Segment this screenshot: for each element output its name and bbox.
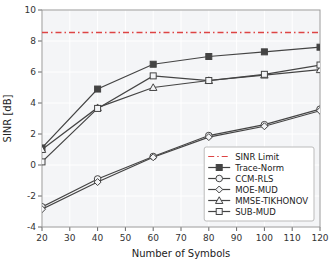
point (261, 71, 268, 78)
x-tick (153, 227, 154, 231)
legend-marker (216, 175, 223, 182)
x-tick (125, 227, 126, 231)
x-tick (208, 227, 209, 231)
x-tick (181, 227, 182, 231)
x-tick-label: 60 (147, 233, 159, 243)
y-tick-label: -4 (27, 222, 36, 232)
y-axis-label: SINR [dB] (2, 94, 13, 142)
grid (42, 10, 320, 227)
y-tick (38, 41, 42, 42)
point (94, 179, 101, 186)
x-tick (264, 227, 265, 231)
point (150, 61, 156, 67)
y-grid-line (42, 41, 320, 42)
plot-background (42, 10, 320, 227)
chart: 20 30 40 50 60 70 80 90 100 110 120 -4 -2 0 2 4 6 8 10 Numb… (0, 0, 330, 263)
legend-frame (204, 147, 314, 221)
point (150, 154, 157, 161)
legend-label: SUB-MUD (235, 207, 276, 217)
point (42, 159, 45, 165)
point (317, 107, 321, 114)
point (205, 134, 212, 141)
point (95, 105, 101, 111)
axes: 20 30 40 50 60 70 80 90 100 110 120 -4 -2 0 2 4 6 8 10 (25, 5, 329, 243)
y-tick (38, 134, 42, 135)
x-grid-line (97, 10, 98, 227)
x-tick-label: 50 (120, 233, 132, 243)
legend-label: MMSE-TIKHONOV (235, 196, 308, 206)
legend-marker (216, 186, 223, 193)
plot-frame (42, 10, 320, 227)
y-tick-label: 8 (30, 36, 36, 46)
y-grid-line (42, 134, 320, 135)
y-tick (38, 10, 42, 11)
x-grid-line (181, 10, 182, 227)
point (261, 123, 268, 130)
point (206, 78, 212, 84)
legend-label: MOE-MUD (235, 185, 278, 195)
x-grid-line (125, 10, 126, 227)
y-tick-label: 2 (30, 129, 36, 139)
y-tick-label: -2 (27, 191, 36, 201)
series-line (42, 70, 320, 150)
legend: SINR LimitTrace-NormCCM-RLSMOE-MUDMMSE-T… (204, 147, 314, 221)
legend-label: Trace-Norm (234, 163, 284, 173)
x-tick-label: 40 (92, 233, 104, 243)
point (205, 77, 212, 84)
point (42, 146, 46, 153)
y-tick (38, 103, 42, 104)
point (150, 84, 157, 91)
y-tick (38, 72, 42, 73)
x-grid-line (153, 10, 154, 227)
point (94, 104, 101, 111)
x-tick (292, 227, 293, 231)
x-tick (320, 227, 321, 231)
point (317, 62, 320, 68)
x-tick (236, 227, 237, 231)
x-tick-label: 110 (284, 233, 301, 243)
point (150, 153, 157, 160)
x-axis-label: Number of Symbols (132, 248, 231, 259)
point (206, 54, 212, 60)
x-tick-label: 90 (231, 233, 243, 243)
series-line (42, 47, 320, 148)
y-tick (38, 165, 42, 166)
series-line (42, 32, 320, 33)
legend-label: SINR Limit (235, 152, 280, 162)
legend-marker (216, 197, 223, 204)
legend-label: CCM-RLS (235, 174, 273, 184)
x-tick-label: 100 (256, 233, 273, 243)
point (317, 44, 320, 50)
point (150, 73, 156, 79)
x-tick-label: 120 (311, 233, 328, 243)
y-tick (38, 227, 42, 228)
x-tick-label: 80 (203, 233, 215, 243)
legend-swatch (208, 156, 230, 157)
y-tick-label: 10 (25, 5, 37, 15)
x-tick (97, 227, 98, 231)
y-tick-label: 4 (30, 98, 36, 108)
point (95, 86, 101, 92)
y-tick-label: 0 (30, 160, 36, 170)
point (261, 49, 267, 55)
y-tick-label: 6 (30, 67, 36, 77)
point (42, 206, 46, 213)
legend-marker (216, 209, 222, 215)
x-tick (69, 227, 70, 231)
y-tick (38, 196, 42, 197)
x-tick-label: 20 (36, 233, 48, 243)
legend-marker (216, 165, 222, 171)
x-tick-label: 30 (64, 233, 76, 243)
point (261, 71, 267, 77)
x-tick (42, 227, 43, 231)
x-tick-label: 70 (175, 233, 187, 243)
